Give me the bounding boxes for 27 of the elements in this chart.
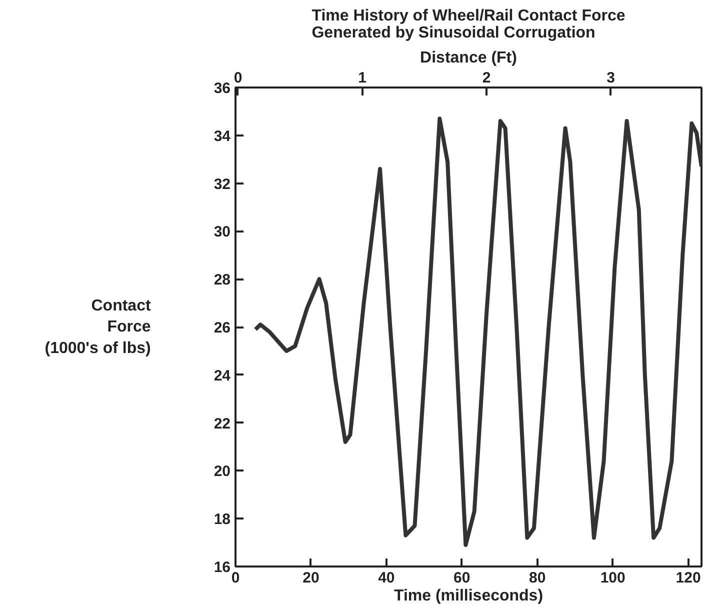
y-tick-label: 30 (214, 224, 231, 241)
line-series (254, 116, 702, 547)
x-tick-label: 80 (529, 570, 546, 586)
y-tick-label: 18 (214, 511, 231, 528)
x-tick-label: 60 (454, 570, 470, 586)
x-tick-label: 0 (231, 570, 240, 586)
x-tick-label: 100 (600, 570, 626, 586)
y-tick-label: 34 (214, 128, 232, 145)
x2-axis-title: Distance (Ft) (420, 50, 517, 66)
y-axis-title: Contact Force (1000's of lbs) (44, 297, 152, 357)
x-axis-title: Time (milliseconds) (394, 588, 544, 604)
y-tick-label: 22 (214, 415, 231, 432)
y-tick-label: 24 (214, 367, 232, 384)
x-tick-label: 40 (378, 570, 395, 586)
chart-title: Time History of Wheel/Rail Contact Force Generated by Sinusoidal Corrugation (312, 8, 626, 42)
x2-tick-label: 2 (482, 70, 491, 86)
x2-tick-label: 1 (358, 70, 366, 86)
x-tick-label: 20 (302, 570, 320, 586)
y-tick-label: 28 (214, 272, 231, 289)
y-tick-label: 16 (214, 559, 231, 576)
y-tick-label: 20 (214, 463, 231, 480)
x2-tick-label: 3 (606, 70, 615, 86)
x-tick-label: 120 (676, 570, 701, 586)
y-tick-label: 36 (214, 80, 231, 97)
x2-tick-label: 0 (234, 70, 242, 86)
y-tick-label: 26 (214, 320, 231, 336)
y-tick-label: 32 (214, 176, 231, 193)
